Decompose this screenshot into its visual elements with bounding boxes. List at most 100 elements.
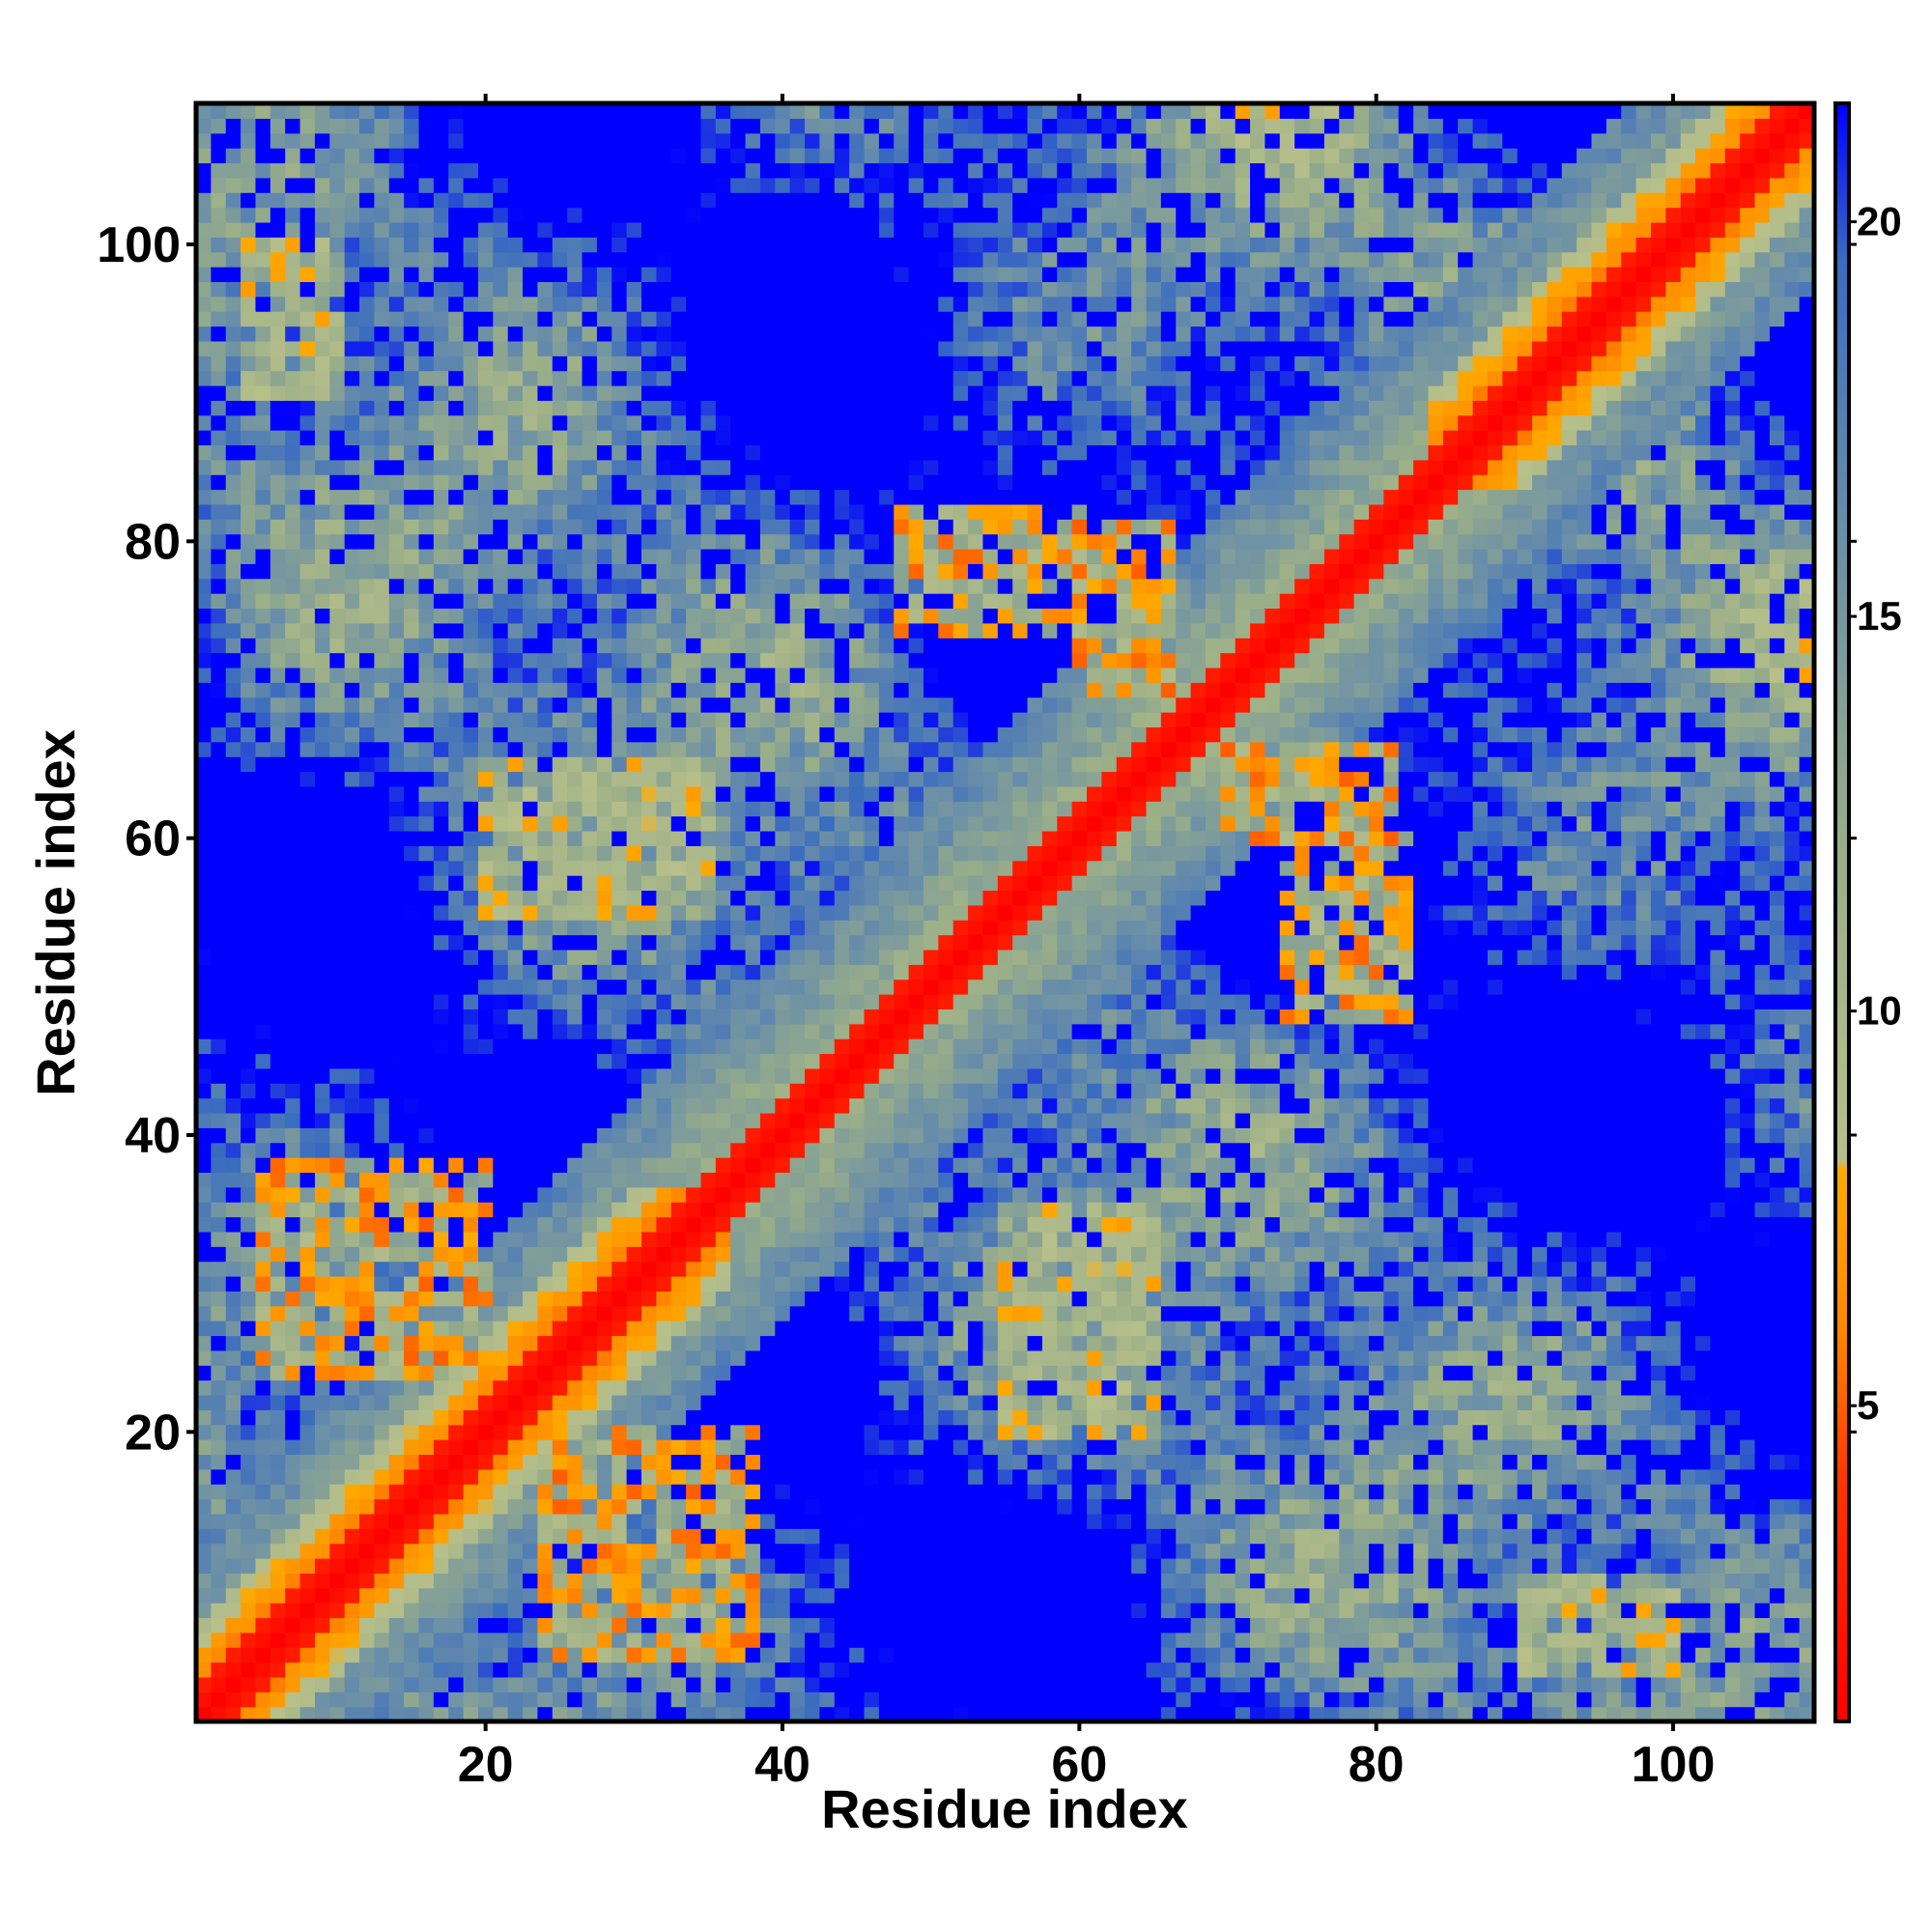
- heatmap-cell: [404, 1394, 420, 1410]
- heatmap-cell: [196, 519, 212, 535]
- heatmap-cell: [448, 771, 465, 787]
- heatmap-cell: [537, 1513, 554, 1529]
- heatmap-cell: [493, 400, 509, 416]
- heatmap-cell: [596, 192, 612, 209]
- heatmap-cell: [567, 296, 583, 312]
- heatmap-cell: [255, 1528, 271, 1545]
- heatmap-cell: [523, 459, 539, 475]
- heatmap-cell: [374, 251, 390, 268]
- heatmap-cell: [404, 1662, 420, 1678]
- heatmap-cell: [507, 400, 524, 416]
- heatmap-cell: [849, 549, 866, 564]
- heatmap-cell: [404, 1157, 420, 1174]
- heatmap-cell: [537, 920, 554, 936]
- heatmap-cell: [789, 845, 806, 862]
- heatmap-cell: [211, 503, 227, 520]
- heatmap-cell: [270, 103, 286, 119]
- heatmap-cell: [329, 162, 346, 179]
- heatmap-cell: [225, 1275, 242, 1292]
- heatmap-cell: [656, 118, 672, 134]
- heatmap-cell: [864, 1662, 880, 1678]
- heatmap-cell: [299, 1587, 316, 1604]
- heatmap-cell: [225, 890, 242, 906]
- heatmap-cell: [255, 251, 271, 268]
- heatmap-cell: [611, 267, 628, 283]
- heatmap-cell: [670, 1231, 687, 1247]
- heatmap-cell: [759, 370, 776, 386]
- heatmap-cell: [670, 1439, 687, 1455]
- heatmap-cell: [196, 177, 212, 193]
- heatmap-cell: [241, 533, 257, 550]
- heatmap-cell: [344, 1691, 360, 1708]
- heatmap-cell: [834, 652, 850, 668]
- heatmap-cell: [849, 251, 866, 268]
- heatmap-cell: [433, 1513, 449, 1529]
- heatmap-cell: [225, 622, 242, 639]
- heatmap-cell: [493, 207, 509, 223]
- heatmap-cell: [211, 1513, 227, 1529]
- heatmap-cell: [404, 444, 420, 461]
- heatmap-cell: [388, 845, 405, 862]
- heatmap-cell: [537, 1305, 554, 1321]
- heatmap-cell: [211, 1394, 227, 1410]
- heatmap-cell: [255, 1261, 271, 1277]
- heatmap-cell: [523, 1706, 539, 1722]
- heatmap-cell: [270, 1543, 286, 1559]
- heatmap-cell: [686, 682, 702, 698]
- heatmap-cell: [670, 192, 687, 209]
- heatmap-cell: [745, 1557, 761, 1574]
- heatmap-cell: [834, 1557, 850, 1574]
- heatmap-cell: [700, 444, 717, 461]
- heatmap-cell: [700, 949, 717, 965]
- heatmap-cell: [270, 964, 286, 980]
- heatmap-cell: [670, 251, 687, 268]
- heatmap-cell: [834, 1142, 850, 1158]
- heatmap-cell: [493, 1394, 509, 1410]
- heatmap-cell: [552, 251, 568, 268]
- heatmap-cell: [626, 1706, 642, 1722]
- heatmap-cell: [448, 1142, 465, 1158]
- heatmap-cell: [507, 1587, 524, 1604]
- heatmap-cell: [849, 311, 866, 327]
- heatmap-cell: [344, 1706, 360, 1722]
- heatmap-cell: [582, 1291, 598, 1307]
- heatmap-cell: [864, 533, 880, 550]
- heatmap-cell: [537, 1587, 554, 1604]
- heatmap-cell: [329, 192, 346, 209]
- heatmap-cell: [582, 696, 598, 713]
- heatmap-cell: [314, 489, 330, 505]
- heatmap-cell: [477, 503, 494, 520]
- heatmap-cell: [211, 1603, 227, 1619]
- heatmap-cell: [270, 904, 286, 921]
- heatmap-cell: [404, 1246, 420, 1263]
- heatmap-cell: [641, 459, 657, 475]
- heatmap-cell: [582, 103, 598, 119]
- heatmap-cell: [567, 384, 583, 401]
- heatmap-cell: [225, 1603, 242, 1619]
- heatmap-cell: [849, 444, 866, 461]
- heatmap-cell: [656, 994, 672, 1009]
- heatmap-cell: [314, 1603, 330, 1619]
- heatmap-cell: [849, 384, 866, 401]
- heatmap-cell: [864, 696, 880, 713]
- heatmap-cell: [314, 1379, 330, 1396]
- heatmap-cell: [759, 400, 776, 416]
- heatmap-cell: [641, 904, 657, 921]
- heatmap-cell: [759, 251, 776, 268]
- heatmap-cell: [730, 533, 747, 550]
- heatmap-cell: [819, 459, 836, 475]
- heatmap-cell: [374, 1083, 390, 1099]
- heatmap-cell: [270, 1009, 286, 1025]
- heatmap-cell: [359, 1186, 376, 1203]
- heatmap-cell: [404, 267, 420, 283]
- heatmap-cell: [730, 622, 747, 639]
- heatmap-cell: [241, 1350, 257, 1366]
- heatmap-cell: [715, 622, 731, 639]
- heatmap-cell: [196, 1468, 212, 1485]
- heatmap-cell: [477, 1038, 494, 1055]
- heatmap-cell: [552, 860, 568, 876]
- heatmap-cell: [225, 638, 242, 654]
- heatmap-cell: [582, 1543, 598, 1559]
- heatmap-cell: [626, 192, 642, 209]
- heatmap-cell: [552, 652, 568, 668]
